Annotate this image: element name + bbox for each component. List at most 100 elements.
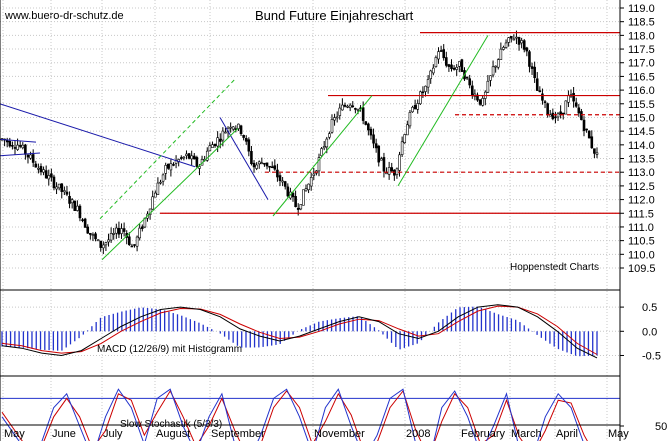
y-tick-label: 116.0 — [628, 85, 655, 97]
candle-body — [164, 165, 167, 174]
candle-body — [11, 145, 14, 147]
candle-body — [452, 67, 456, 70]
candle-body — [231, 126, 235, 130]
y-tick-label: 114.5 — [628, 126, 655, 138]
channel-line — [272, 95, 373, 217]
candle-body — [86, 226, 90, 234]
candle-body — [169, 163, 173, 171]
candle-body — [447, 64, 451, 67]
candle-body — [205, 150, 209, 161]
candle-body — [535, 78, 539, 91]
candle-body — [21, 144, 25, 149]
y-tick-label: 110.0 — [628, 249, 655, 261]
candle-body — [364, 121, 368, 125]
y-tick-label: 117.0 — [628, 58, 655, 70]
candle-body — [242, 134, 245, 138]
candle-body — [18, 145, 22, 147]
candle-body — [387, 167, 391, 175]
candle-body — [221, 130, 225, 141]
trend-line — [219, 117, 269, 200]
candle-body — [499, 48, 503, 60]
candle-body — [385, 172, 388, 175]
x-tick-label: November — [314, 428, 365, 440]
candle-body — [195, 157, 199, 167]
candle-body — [260, 162, 264, 165]
candle-body — [460, 59, 464, 72]
y-tick-label: 112.5 — [628, 181, 655, 193]
candle-body — [96, 239, 100, 242]
candle-body — [320, 148, 323, 157]
candle-body — [39, 166, 43, 173]
stochastic-panel — [0, 388, 620, 441]
candle-body — [198, 166, 201, 169]
candle-body — [153, 192, 157, 198]
stoch-d-line — [1, 389, 588, 441]
candle-body — [26, 154, 30, 158]
candle-body — [307, 183, 310, 190]
candle-body — [179, 157, 183, 159]
candle-body — [442, 49, 446, 59]
candle-body — [546, 103, 549, 115]
candle-body — [338, 107, 342, 116]
site-label: www.buero-dr-schutz.de — [4, 10, 124, 22]
candle-body — [328, 133, 331, 138]
candle-body — [107, 239, 110, 243]
candle-body — [496, 59, 500, 68]
y-tick-label: 119.0 — [628, 3, 655, 15]
candle-body — [317, 157, 321, 172]
candle-body — [89, 232, 92, 235]
candle-body — [185, 153, 188, 156]
candle-body — [187, 153, 191, 159]
candle-body — [24, 144, 27, 155]
candle-body — [335, 116, 339, 119]
y-tick-label: 112.0 — [628, 195, 655, 207]
candle-body — [377, 145, 381, 163]
candle-body — [268, 165, 271, 168]
candle-body — [429, 70, 433, 79]
candle-body — [395, 168, 399, 175]
candle-body — [161, 174, 165, 182]
candle-body — [538, 90, 542, 93]
candle-body — [502, 47, 505, 50]
y-tick-label: 115.5 — [628, 99, 655, 111]
x-tick-label: May — [608, 428, 629, 440]
candle-body — [50, 173, 53, 178]
x-tick-label: July — [103, 428, 123, 440]
candle-body — [94, 233, 97, 240]
y-tick-label: 110.5 — [628, 236, 655, 248]
candle-body — [182, 156, 186, 159]
candle-body — [509, 35, 513, 39]
trend-line — [0, 138, 37, 143]
y-tick-label: 118.0 — [628, 30, 655, 42]
candle-body — [304, 188, 308, 192]
candle-body — [37, 167, 40, 170]
candle-body — [60, 183, 64, 192]
y-tick-label: 111.0 — [628, 222, 654, 234]
candle-body — [302, 189, 305, 206]
candle-body — [68, 195, 71, 204]
candle-body — [133, 244, 136, 246]
candle-body — [239, 125, 243, 135]
candle-body — [517, 37, 521, 45]
trend-line — [0, 103, 196, 168]
candle-body — [52, 176, 56, 189]
candle-body — [120, 228, 123, 234]
candle-body — [356, 108, 360, 111]
x-tick-label: June — [52, 428, 76, 440]
candle-body — [102, 244, 105, 249]
candle-body — [192, 155, 196, 160]
candle-body — [486, 80, 490, 93]
candle-body — [8, 141, 12, 147]
candle-body — [237, 123, 240, 129]
y-tick-label: 109.5 — [628, 263, 656, 275]
candle-body — [528, 51, 531, 67]
candle-body — [273, 165, 277, 170]
candle-body — [44, 170, 48, 179]
candle-body — [224, 131, 227, 134]
candle-body — [213, 143, 217, 147]
candle-body — [374, 143, 378, 149]
channel-line — [397, 35, 489, 187]
credit-label: Hoppenstedt Charts — [510, 262, 599, 273]
